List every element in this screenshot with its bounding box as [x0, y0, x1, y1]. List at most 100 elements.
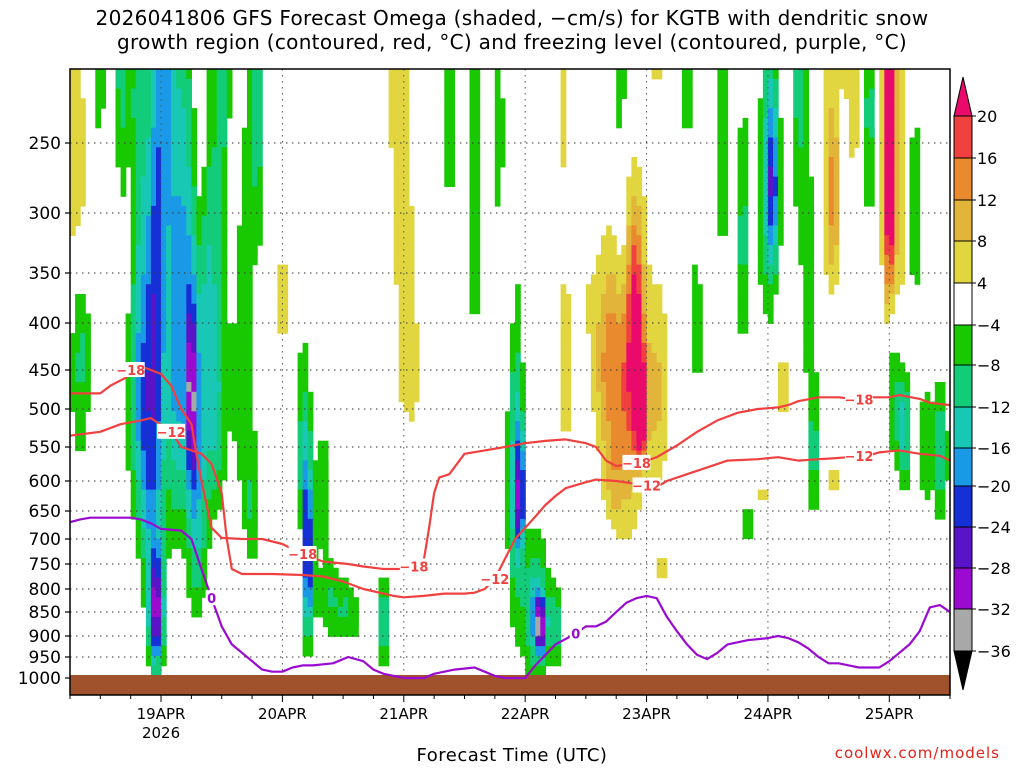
omega-cell — [884, 186, 895, 197]
omega-cell — [828, 254, 835, 266]
omega-cell — [242, 186, 263, 197]
omega-cell — [515, 538, 521, 549]
omega-cell — [75, 313, 91, 324]
omega-cell — [494, 166, 501, 178]
omega-cell — [596, 430, 602, 442]
omega-cell — [161, 147, 172, 158]
omega-cell — [919, 401, 946, 412]
omega-cell — [140, 421, 157, 432]
omega-cell — [216, 372, 223, 383]
omega-cell — [742, 509, 754, 520]
omega-cell — [161, 205, 187, 217]
omega-cell — [191, 294, 198, 305]
omega-cell — [631, 430, 638, 442]
omega-cell — [823, 88, 840, 99]
omega-cell — [909, 196, 921, 207]
omega-cell — [560, 401, 572, 412]
omega-cell — [884, 108, 895, 119]
omega-cell — [904, 411, 911, 422]
omega-cell — [606, 313, 617, 324]
omega-cell — [150, 352, 157, 364]
omega-cell — [646, 401, 663, 412]
omega-cell — [206, 69, 218, 80]
omega-cell — [236, 274, 253, 285]
colorbar-label: −8 — [977, 356, 1001, 375]
omega-cell — [312, 597, 329, 608]
omega-cell — [894, 166, 901, 178]
omega-cell — [145, 235, 152, 246]
omega-cell — [611, 489, 632, 500]
omega-cell — [611, 499, 622, 510]
omega-cell — [823, 78, 860, 90]
omega-cell — [186, 567, 192, 579]
omega-cell — [894, 78, 901, 90]
omega-cell — [312, 567, 339, 579]
omega-cell — [778, 235, 784, 246]
y-tick-label: 450 — [29, 361, 61, 381]
omega-cell — [186, 587, 208, 598]
omega-cell — [150, 294, 157, 305]
omega-cell — [778, 176, 784, 187]
omega-cell — [767, 313, 774, 324]
omega-cell — [601, 470, 607, 481]
omega-cell — [236, 284, 253, 295]
omega-cell — [398, 382, 420, 393]
omega-cell — [186, 333, 197, 344]
omega-cell — [520, 450, 526, 461]
omega-cell — [70, 127, 86, 139]
omega-cell — [85, 372, 91, 383]
omega-cell — [494, 98, 506, 109]
omega-cell — [611, 430, 632, 442]
omega-cell — [140, 518, 147, 530]
omega-cell — [140, 235, 147, 246]
omega-cell — [302, 558, 314, 569]
credit-link[interactable]: coolwx.com/models — [834, 744, 1000, 762]
omega-cell — [717, 166, 729, 178]
omega-cell — [135, 323, 142, 334]
omega-cell — [894, 127, 901, 139]
omega-cell — [899, 215, 906, 227]
omega-cell — [156, 548, 162, 559]
omega-cell — [515, 391, 521, 403]
omega-cell — [186, 352, 197, 364]
x-axis-label: Forecast Time (UTC) — [416, 745, 608, 766]
omega-cell — [312, 499, 329, 510]
omega-cell — [166, 284, 172, 295]
omega-cell — [312, 518, 329, 530]
omega-cell — [606, 509, 637, 520]
omega-cell — [156, 499, 162, 510]
dgz-minus18-label: −18 — [399, 561, 428, 576]
y-tick-label: 1000 — [18, 669, 61, 689]
omega-cell — [823, 69, 860, 80]
omega-cell — [828, 215, 835, 227]
omega-cell — [793, 186, 814, 197]
omega-cell — [156, 401, 162, 412]
omega-cell — [161, 274, 167, 285]
omega-cell — [206, 157, 213, 168]
omega-cell — [899, 401, 906, 412]
colorbar-label: 4 — [977, 274, 987, 293]
omega-cell — [778, 147, 784, 158]
omega-cell — [823, 245, 830, 256]
omega-cell — [307, 411, 314, 422]
omega-cell — [216, 98, 228, 109]
omega-cell — [510, 382, 521, 393]
omega-field — [70, 69, 950, 695]
omega-cell — [242, 147, 253, 158]
dgz-minus12-line — [70, 417, 950, 599]
omega-cell — [530, 597, 536, 608]
omega-cell — [221, 215, 228, 227]
omega-cell — [606, 284, 617, 295]
omega-cell — [631, 284, 638, 295]
omega-cell — [191, 176, 198, 187]
omega-cell — [641, 470, 663, 481]
omega-cell — [186, 225, 192, 236]
omega-cell — [515, 440, 521, 452]
omega-cell — [242, 509, 248, 520]
omega-cell — [545, 607, 562, 618]
omega-cell — [530, 587, 536, 598]
omega-cell — [125, 430, 132, 442]
omega-cell — [156, 166, 162, 178]
omega-cell — [80, 333, 86, 344]
omega-cell — [767, 274, 774, 285]
